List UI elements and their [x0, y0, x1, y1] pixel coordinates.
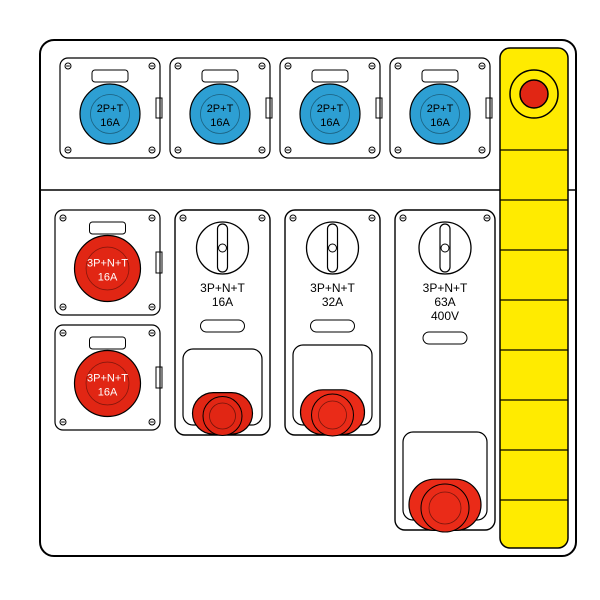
svg-text:3P+N+T: 3P+N+T	[423, 281, 468, 295]
svg-text:3P+N+T: 3P+N+T	[310, 281, 355, 295]
interlocked-socket-63A[interactable]: 3P+N+T63A400V	[395, 210, 495, 532]
svg-text:16A: 16A	[98, 272, 118, 284]
svg-text:2P+T: 2P+T	[207, 103, 234, 115]
svg-text:2P+T: 2P+T	[97, 103, 124, 115]
distribution-board-diagram: 2P+T16A2P+T16A2P+T16A2P+T16A3P+N+T16A3P+…	[0, 0, 600, 600]
interlocked-socket-16A[interactable]: 3P+N+T16A	[175, 210, 270, 436]
svg-text:16A: 16A	[100, 117, 120, 129]
svg-text:400V: 400V	[431, 309, 459, 323]
emergency-stop-button[interactable]	[520, 80, 548, 108]
svg-text:3P+N+T: 3P+N+T	[87, 258, 128, 270]
socket-2PT-16A[interactable]: 2P+T 16A	[60, 58, 162, 158]
svg-text:63A: 63A	[434, 295, 455, 309]
svg-text:16A: 16A	[430, 117, 450, 129]
svg-text:16A: 16A	[210, 117, 230, 129]
svg-text:16A: 16A	[98, 387, 118, 399]
socket-3PN+T-16A[interactable]: 3P+N+T 16A	[55, 210, 162, 315]
svg-text:2P+T: 2P+T	[427, 103, 454, 115]
interlocked-socket-32A[interactable]: 3P+N+T32A	[285, 210, 380, 436]
svg-text:16A: 16A	[320, 117, 340, 129]
svg-text:16A: 16A	[212, 295, 233, 309]
breaker-panel	[500, 48, 568, 548]
svg-text:32A: 32A	[322, 295, 343, 309]
socket-3PN+T-16A[interactable]: 3P+N+T 16A	[55, 325, 162, 430]
socket-2PT-16A[interactable]: 2P+T 16A	[280, 58, 382, 158]
svg-text:3P+N+T: 3P+N+T	[87, 373, 128, 385]
socket-2PT-16A[interactable]: 2P+T 16A	[390, 58, 492, 158]
svg-text:3P+N+T: 3P+N+T	[200, 281, 245, 295]
socket-2PT-16A[interactable]: 2P+T 16A	[170, 58, 272, 158]
svg-text:2P+T: 2P+T	[317, 103, 344, 115]
